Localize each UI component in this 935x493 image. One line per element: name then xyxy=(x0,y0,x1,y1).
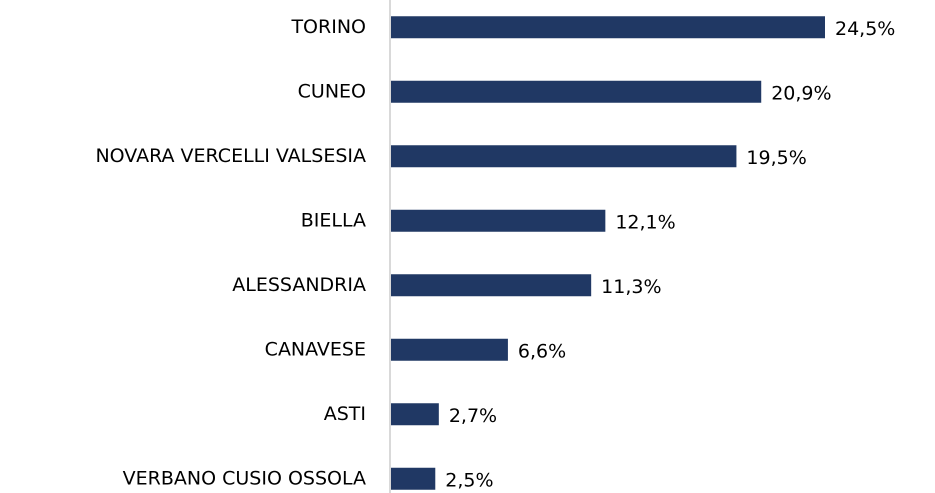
value-label: 2,5% xyxy=(445,469,493,491)
value-label: 11,3% xyxy=(601,276,661,298)
category-label: ALESSANDRIA xyxy=(232,274,366,296)
value-label: 2,7% xyxy=(449,405,497,427)
bar xyxy=(391,274,592,297)
value-label: 24,5% xyxy=(835,18,895,40)
category-label: CANAVESE xyxy=(265,338,366,360)
category-label: BIELLA xyxy=(301,209,366,231)
bar xyxy=(391,209,606,232)
category-label: CUNEO xyxy=(298,80,366,102)
bar xyxy=(391,16,825,39)
value-label: 20,9% xyxy=(771,82,831,104)
bar xyxy=(391,145,737,168)
bar xyxy=(391,338,508,361)
bar xyxy=(391,403,439,426)
category-label: TORINO xyxy=(290,16,366,38)
bar xyxy=(391,467,436,490)
value-label: 12,1% xyxy=(615,211,675,233)
value-label: 19,5% xyxy=(746,147,806,169)
value-label: 6,6% xyxy=(518,340,566,362)
category-label: VERBANO CUSIO OSSOLA xyxy=(123,467,366,489)
bar xyxy=(391,80,762,103)
category-label: NOVARA VERCELLI VALSESIA xyxy=(95,145,366,167)
category-label: ASTI xyxy=(324,403,366,425)
